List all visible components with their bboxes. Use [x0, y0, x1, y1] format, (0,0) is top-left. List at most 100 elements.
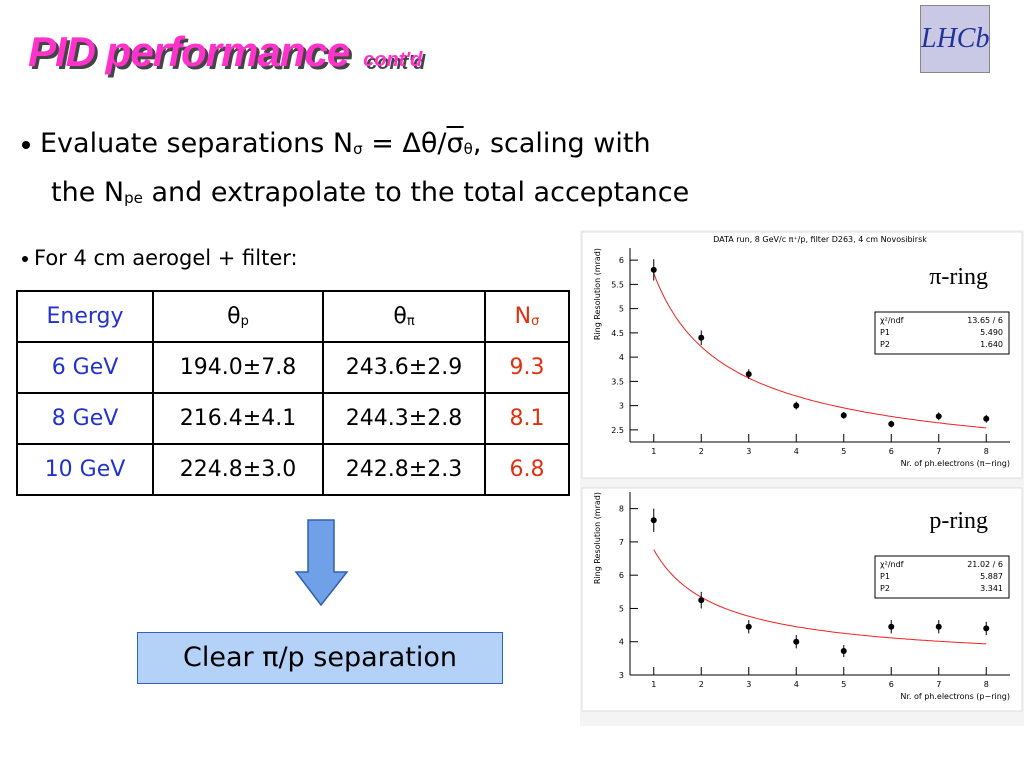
text: pe: [124, 189, 143, 207]
table: Energy θp θπ Nσ 6 GeV 194.0±7.8 243.6±2.9 9.3 8 …: [16, 290, 570, 496]
cell: 224.8±3.0: [152, 443, 324, 496]
x-tick-label: 6: [889, 447, 894, 456]
stats-value: 5.490: [980, 328, 1003, 337]
data-point: [793, 402, 800, 409]
ring-label: π-ring: [929, 264, 988, 290]
header-cell: θπ: [322, 290, 486, 343]
data-point: [840, 648, 847, 655]
x-tick-label: 5: [841, 447, 846, 456]
bullet-dot: [22, 140, 30, 149]
stats-box: [874, 555, 1010, 599]
text: , scaling with: [472, 128, 651, 159]
row: 8 GeV 216.4±4.1 244.3±2.8 8.1: [16, 392, 570, 445]
y-tick-label: 6: [619, 256, 624, 265]
x-tick-label: 8: [984, 680, 989, 689]
y-tick-label: 2.5: [611, 426, 624, 435]
data-point: [888, 623, 895, 630]
stats-name: P1: [880, 328, 890, 337]
cell: 8 GeV: [16, 392, 154, 445]
y-tick-label: 5: [619, 604, 624, 613]
bullet: Evaluate separations Nσ = Δθ/σθ, scaling…: [22, 122, 689, 220]
logo: LHCb: [920, 5, 990, 73]
x-tick-label: 4: [794, 447, 799, 456]
header-sub: π: [406, 314, 415, 329]
cell: 242.8±2.3: [322, 443, 486, 496]
text: and extrapolate to the total acceptance: [151, 177, 690, 208]
plot-frame: [581, 487, 1023, 712]
text: For 4 cm aerogel + filter:: [34, 246, 298, 270]
data-point: [840, 412, 847, 419]
stats-name: P2: [880, 340, 890, 349]
x-tick-label: 4: [794, 680, 799, 689]
text: = Δθ/: [362, 128, 447, 159]
header-text: θ: [227, 304, 241, 329]
x-tick-label: 8: [984, 447, 989, 456]
bullet-dot: [22, 256, 28, 262]
y-tick-label: 4: [619, 353, 624, 362]
y-tick-label: 8: [619, 505, 624, 514]
text: Evaluate separations N: [40, 128, 354, 159]
cell: 9.3: [484, 341, 570, 394]
x-tick-label: 2: [699, 680, 704, 689]
y-tick-label: 3: [619, 402, 624, 411]
x-axis-label: Nr. of ph.electrons (π−ring): [901, 459, 1010, 468]
stats-value: 21.02 / 6: [967, 560, 1003, 569]
stats-value: 3.341: [980, 584, 1003, 593]
plot-frame: [581, 231, 1023, 479]
data-point: [935, 623, 942, 630]
cell: 244.3±2.8: [322, 392, 486, 445]
data-point: [983, 415, 990, 422]
x-tick-label: 1: [651, 680, 656, 689]
cell: 243.6±2.9: [322, 341, 486, 394]
stats-name: χ²/ndf: [880, 560, 904, 569]
arrow-shape: [294, 519, 349, 607]
cell: 6 GeV: [16, 341, 154, 394]
x-axis-label: Nr. of ph.electrons (p−ring): [900, 692, 1010, 701]
plots: DATA run, 8 GeV/c π⁺/p, filter D263, 4 c…: [580, 230, 1024, 726]
y-tick-label: 3.5: [611, 377, 624, 386]
header-cell: Energy: [16, 290, 154, 343]
y-axis-label: Ring Resolution (mrad): [593, 492, 602, 584]
x-tick-label: 3: [746, 680, 751, 689]
fit-curve: [653, 273, 987, 429]
data-point: [698, 597, 705, 604]
stats-name: χ²/ndf: [880, 316, 904, 325]
data-point: [745, 623, 752, 630]
x-tick-label: 1: [651, 447, 656, 456]
y-axis-label: Ring Resolution (mrad): [593, 248, 602, 340]
cell: 10 GeV: [16, 443, 154, 496]
row: 10 GeV 224.8±3.0 242.8±2.3 6.8: [16, 443, 570, 496]
data-point: [935, 413, 942, 420]
cell: 6.8: [484, 443, 570, 496]
plot-title: DATA run, 8 GeV/c π⁺/p, filter D263, 4 c…: [713, 235, 927, 244]
header-sub: σ: [531, 314, 540, 329]
y-tick-label: 4.5: [611, 329, 624, 338]
x-tick-label: 7: [936, 447, 941, 456]
header-text: θ: [393, 304, 407, 329]
stats-box: [874, 311, 1010, 355]
arrow: [294, 519, 349, 607]
y-tick-label: 5.5: [611, 280, 624, 289]
title: PID performance: [28, 28, 350, 75]
data-point: [983, 625, 990, 632]
x-tick-label: 5: [841, 680, 846, 689]
text: the N: [51, 177, 125, 208]
cell: 216.4±4.1: [152, 392, 324, 445]
header-text: N: [514, 304, 532, 329]
x-tick-label: 2: [699, 447, 704, 456]
stats-name: P2: [880, 584, 890, 593]
data-point: [650, 266, 657, 273]
data-point: [745, 371, 752, 378]
data-point: [888, 421, 895, 428]
header-cell: θp: [152, 290, 324, 343]
stats-name: P1: [880, 572, 890, 581]
cell: 194.0±7.8: [152, 341, 324, 394]
result-box: Clear π/p separation: [137, 632, 503, 684]
text: θ: [463, 140, 473, 158]
bullet: For 4 cm aerogel + filter:: [22, 246, 298, 270]
slide-title: PID performance cont'd: [28, 28, 422, 76]
y-tick-label: 3: [619, 671, 624, 680]
cell: 8.1: [484, 392, 570, 445]
header-cell: Nσ: [484, 290, 570, 343]
data-point: [650, 517, 657, 524]
